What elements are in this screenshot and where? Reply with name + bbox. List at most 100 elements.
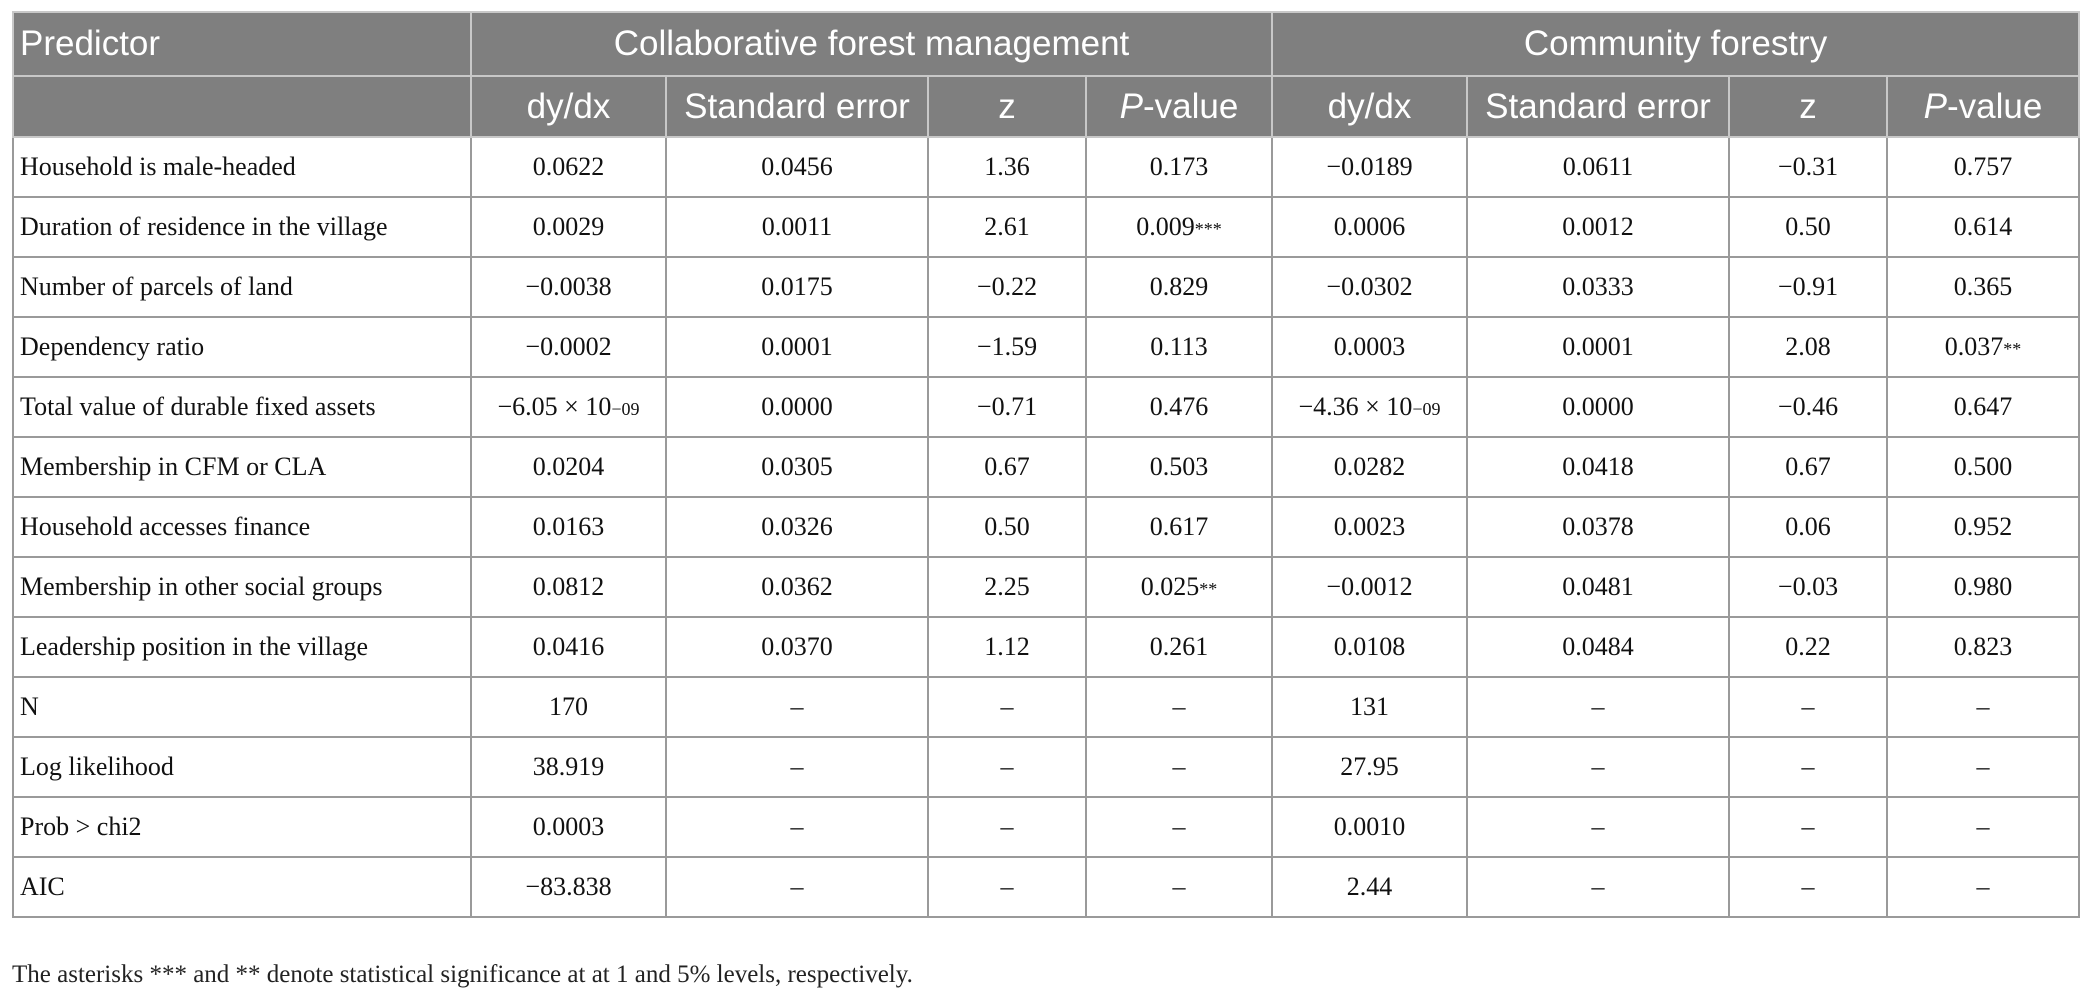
cell-value-group: 0.0012: [1562, 212, 1634, 242]
col-header: z: [1728, 75, 1888, 138]
table-cell: 0.952: [1885, 496, 2081, 558]
cell-value: 0.614: [1953, 212, 2013, 241]
cell-value-group: 0.50: [1785, 212, 1831, 242]
cell-value-group: –: [1173, 692, 1186, 722]
cell-value: 0.0378: [1562, 512, 1634, 541]
table-cell: −0.22: [927, 256, 1087, 318]
cell-value: 0.06: [1785, 512, 1831, 541]
table-cell: 0.617: [1085, 496, 1273, 558]
cell-value-group: 0.06: [1785, 512, 1831, 542]
cell-value: 0.757: [1953, 152, 2013, 181]
table-cell: −0.31: [1728, 136, 1888, 198]
table-cell: −1.59: [927, 316, 1087, 378]
cell-value: 0.261: [1149, 632, 1209, 661]
cell-value: –: [790, 752, 804, 781]
cell-value-group: −0.71: [977, 392, 1037, 422]
cell-value: 0.0416: [532, 632, 605, 661]
cell-value-group: 0.0006: [1334, 212, 1406, 242]
table-cell: –: [665, 796, 929, 858]
cell-value-group: −0.0002: [525, 332, 611, 362]
cell-value: −0.03: [1777, 572, 1839, 601]
table-cell: 1.36: [927, 136, 1087, 198]
row-label: Total value of durable fixed assets: [12, 376, 472, 438]
cell-value: 0.0029: [532, 212, 605, 241]
cell-value: 0.0812: [532, 572, 605, 601]
table-cell: 2.25: [927, 556, 1087, 618]
cell-value-group: –: [1173, 812, 1186, 842]
cell-value-group: 131: [1350, 692, 1389, 722]
header-blank-cell: [12, 75, 472, 138]
col-header-italic: P: [1923, 86, 1948, 126]
cell-value-group: 0.0029: [533, 212, 605, 242]
table-cell: 0.50: [1728, 196, 1888, 258]
cell-value-group: 0.365: [1954, 272, 2013, 302]
cell-value: −4.36 × 10: [1298, 392, 1413, 421]
cell-value: 0.0305: [761, 452, 833, 481]
cell-value: 0.617: [1149, 512, 1209, 541]
cell-value: –: [1000, 692, 1014, 721]
table-cell: 0.0001: [1466, 316, 1730, 378]
cell-value: 0.173: [1149, 152, 1209, 181]
cell-value: 0.0000: [1562, 392, 1634, 421]
table-cell: 0.829: [1085, 256, 1273, 318]
cell-value-group: −0.0038: [525, 272, 611, 302]
table-cell: 0.647: [1885, 376, 2081, 438]
table-cell: 0.757: [1885, 136, 2081, 198]
row-label: Household accesses finance: [12, 496, 472, 558]
cell-value-group: 0.0000: [761, 392, 833, 422]
table-cell: 0.0108: [1271, 616, 1468, 678]
cell-value: 0.0010: [1333, 812, 1406, 841]
table-cell: 0.025 **: [1085, 556, 1273, 618]
cell-value-group: 0.009 ***: [1136, 212, 1222, 241]
table-cell: 0.0305: [665, 436, 929, 498]
cell-value-group: 0.503: [1150, 452, 1209, 482]
table-cell: 0.0611: [1466, 136, 1730, 198]
cell-value-group: –: [791, 872, 804, 902]
table-cell: 0.0456: [665, 136, 929, 198]
cell-value: –: [790, 812, 804, 841]
cell-value-group: 0.0418: [1562, 452, 1634, 482]
cell-value-group: 0.0378: [1562, 512, 1634, 542]
cell-value: 0.025: [1140, 572, 1200, 601]
row-label: Prob > chi2: [12, 796, 472, 858]
table-cell: –: [1728, 856, 1888, 918]
cell-value: −83.838: [525, 872, 612, 901]
cell-value-group: 0.0108: [1334, 632, 1406, 662]
cell-value: –: [1801, 752, 1815, 781]
table-cell: 0.0326: [665, 496, 929, 558]
cell-value-group: −0.91: [1778, 272, 1838, 302]
cell-value-group: –: [1802, 872, 1815, 902]
table-cell: –: [1885, 736, 2081, 798]
cell-value-group: 0.037 **: [1944, 332, 2022, 361]
cell-value: –: [1976, 752, 1990, 781]
cell-value: –: [1172, 812, 1186, 841]
table-cell: 0.0000: [1466, 376, 1730, 438]
cell-value-group: 0.0001: [761, 332, 833, 362]
cell-value: −0.0302: [1326, 272, 1413, 301]
table-row: N 170 – – – 131 – – –: [12, 676, 2081, 738]
table-body: Household is male-headed 0.0622 0.0456 1.36…: [12, 136, 2081, 918]
table-cell: 0.0001: [665, 316, 929, 378]
cell-value-group: −6.05 × 10 −09: [497, 392, 640, 421]
cell-value: –: [1172, 752, 1186, 781]
cell-value-group: –: [1977, 812, 1990, 842]
table-cell: −0.0012: [1271, 556, 1468, 618]
cell-value: 0.0023: [1333, 512, 1406, 541]
cell-value: 170: [549, 692, 588, 721]
cell-value-group: 0.0326: [761, 512, 833, 542]
cell-value: 1.12: [984, 632, 1030, 661]
cell-value-group: −0.31: [1778, 152, 1838, 182]
col-header: Standard error: [665, 75, 929, 138]
cell-value: 0.22: [1785, 632, 1831, 661]
cell-value-group: 2.08: [1785, 332, 1831, 362]
cell-value: −0.0038: [525, 272, 612, 301]
table-row: Leadership position in the village 0.0416…: [12, 616, 2081, 678]
cell-value-group: 0.261: [1150, 632, 1209, 662]
regression-table: Predictor Collaborative forest managemen…: [12, 11, 2081, 918]
table-cell: 38.919: [470, 736, 667, 798]
table-cell: –: [1085, 676, 1273, 738]
table-cell: 0.0175: [665, 256, 929, 318]
cell-value: 0.0001: [1562, 332, 1634, 361]
cell-value-group: −4.36 × 10 −09: [1298, 392, 1441, 421]
table-row: Household accesses finance 0.0163 0.0326 0.…: [12, 496, 2081, 558]
